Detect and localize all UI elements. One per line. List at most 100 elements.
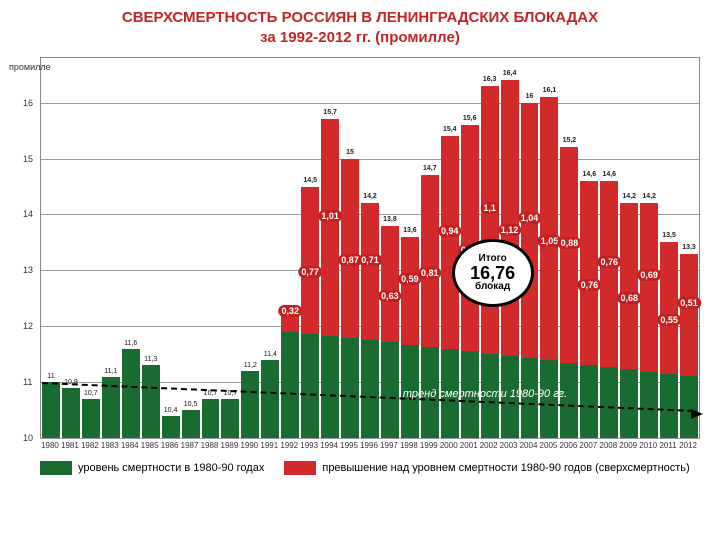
bar-chart: промилле 101112131415161110,910,711,111,… — [40, 57, 700, 439]
bar-green-value: 10,5 — [184, 401, 198, 408]
bar-green — [182, 410, 200, 438]
x-tick: 1991 — [260, 441, 278, 450]
bar-green — [241, 371, 259, 438]
x-tick: 2003 — [500, 441, 518, 450]
bar-green-value: 11,3 — [144, 356, 157, 363]
bar-green — [82, 399, 100, 438]
bar-green — [261, 360, 279, 438]
y-tick: 11 — [23, 377, 32, 387]
x-tick: 1983 — [101, 441, 119, 450]
x-tick: 2004 — [520, 441, 538, 450]
bar-red-value: 15,4 — [443, 126, 457, 133]
bar-green-value: 11,2 — [244, 362, 257, 369]
blockade-value-label: 1,01 — [318, 210, 342, 222]
x-tick: 1986 — [161, 441, 179, 450]
x-tick: 2006 — [559, 441, 577, 450]
gridline — [41, 159, 699, 160]
y-tick: 14 — [23, 209, 33, 219]
bar-green — [162, 416, 180, 438]
x-tick: 1992 — [280, 441, 298, 450]
x-tick: 1998 — [400, 441, 418, 450]
blockade-value-label: 0,32 — [278, 305, 302, 317]
trend-arrow-icon — [691, 406, 703, 424]
bar-green-value: 11,4 — [264, 351, 277, 358]
x-tick: 1988 — [201, 441, 219, 450]
legend: уровень смертности в 1980-90 годах превы… — [40, 461, 700, 475]
legend-swatch-green — [40, 461, 72, 475]
x-tick: 2008 — [599, 441, 617, 450]
bar-green — [202, 399, 220, 438]
x-tick: 1989 — [221, 441, 239, 450]
blockade-value-label: 0,81 — [418, 267, 442, 279]
legend-label-red: превышение над уровнем смертности 1980-9… — [322, 462, 689, 474]
blockade-value-label: 0,76 — [598, 256, 622, 268]
x-axis: 1980198119821983198419851986198719881989… — [40, 441, 700, 455]
gridline — [41, 103, 699, 104]
bar-red-value: 14,2 — [363, 193, 377, 200]
x-tick: 2009 — [619, 441, 637, 450]
x-tick: 1994 — [320, 441, 338, 450]
y-tick: 10 — [23, 433, 33, 443]
y-tick: 13 — [23, 265, 33, 275]
bar-green — [580, 365, 598, 438]
x-tick: 2001 — [460, 441, 478, 450]
bar-red-value: 14,2 — [642, 193, 656, 200]
total-badge-l2: 16,76 — [470, 264, 515, 282]
x-tick: 1995 — [340, 441, 358, 450]
chart-title: СВЕРХСМЕРТНОСТЬ РОССИЯН В ЛЕНИНГРАДСКИХ … — [20, 8, 700, 47]
bar-red-value: 14,6 — [583, 171, 597, 178]
bar-red-value: 15,6 — [463, 115, 477, 122]
x-tick: 1997 — [380, 441, 398, 450]
bar-green — [361, 340, 379, 438]
bar-green — [62, 388, 80, 438]
bar-red-value: 16,3 — [483, 76, 497, 83]
blockade-value-label: 0,63 — [378, 290, 402, 302]
total-badge: Итого16,76блокад — [452, 239, 534, 307]
y-tick: 16 — [23, 98, 33, 108]
bar-red-value: 14,5 — [303, 177, 317, 184]
blockade-value-label: 1,12 — [498, 224, 522, 236]
x-tick: 1980 — [41, 441, 59, 450]
bar-green — [640, 372, 658, 439]
x-tick: 1982 — [81, 441, 99, 450]
bar-green — [600, 367, 618, 438]
bar-red-value: 15 — [346, 149, 354, 156]
bar-green-value: 10,7 — [84, 390, 98, 397]
bar-green — [660, 374, 678, 438]
trend-label: тренд смертности 1980-90 гг. — [403, 388, 567, 400]
x-tick: 1987 — [181, 441, 199, 450]
bar-green — [381, 342, 399, 438]
legend-item-red: превышение над уровнем смертности 1980-9… — [284, 461, 689, 475]
x-tick: 2007 — [579, 441, 597, 450]
x-tick: 1985 — [141, 441, 159, 450]
blockade-value-label: 0,51 — [677, 297, 701, 309]
x-tick: 1984 — [121, 441, 139, 450]
bar-green — [620, 369, 638, 438]
bar-red-value: 14,6 — [602, 171, 616, 178]
legend-label-green: уровень смертности в 1980-90 годах — [78, 462, 264, 474]
blockade-value-label: 0,68 — [617, 292, 641, 304]
x-tick: 1993 — [300, 441, 318, 450]
y-tick: 12 — [23, 321, 33, 331]
x-tick: 1999 — [420, 441, 438, 450]
bar-red-value: 13,6 — [403, 227, 417, 234]
title-line-1: СВЕРХСМЕРТНОСТЬ РОССИЯН В ЛЕНИНГРАДСКИХ … — [20, 8, 700, 28]
x-tick: 2000 — [440, 441, 458, 450]
bar-green — [321, 336, 339, 438]
blockade-value-label: 0,77 — [298, 266, 322, 278]
bar-green — [560, 363, 578, 438]
bar-red-value: 14,2 — [622, 193, 636, 200]
bar-green-value: 10,4 — [164, 407, 178, 414]
legend-swatch-red — [284, 461, 316, 475]
bar-green — [301, 334, 319, 439]
bar-red-value: 16 — [526, 93, 534, 100]
blockade-value-label: 0,76 — [578, 279, 602, 291]
x-tick: 1996 — [360, 441, 378, 450]
bar-red-value: 15,7 — [323, 109, 337, 116]
bar-red-value: 14,7 — [423, 165, 437, 172]
blockade-value-label: 0,71 — [358, 254, 382, 266]
bar-green-value: 11 — [47, 373, 54, 380]
bar-green-value: 11,6 — [124, 340, 137, 347]
bar-red-value: 16,1 — [543, 87, 557, 94]
blockade-value-label: 1,1 — [480, 202, 499, 214]
